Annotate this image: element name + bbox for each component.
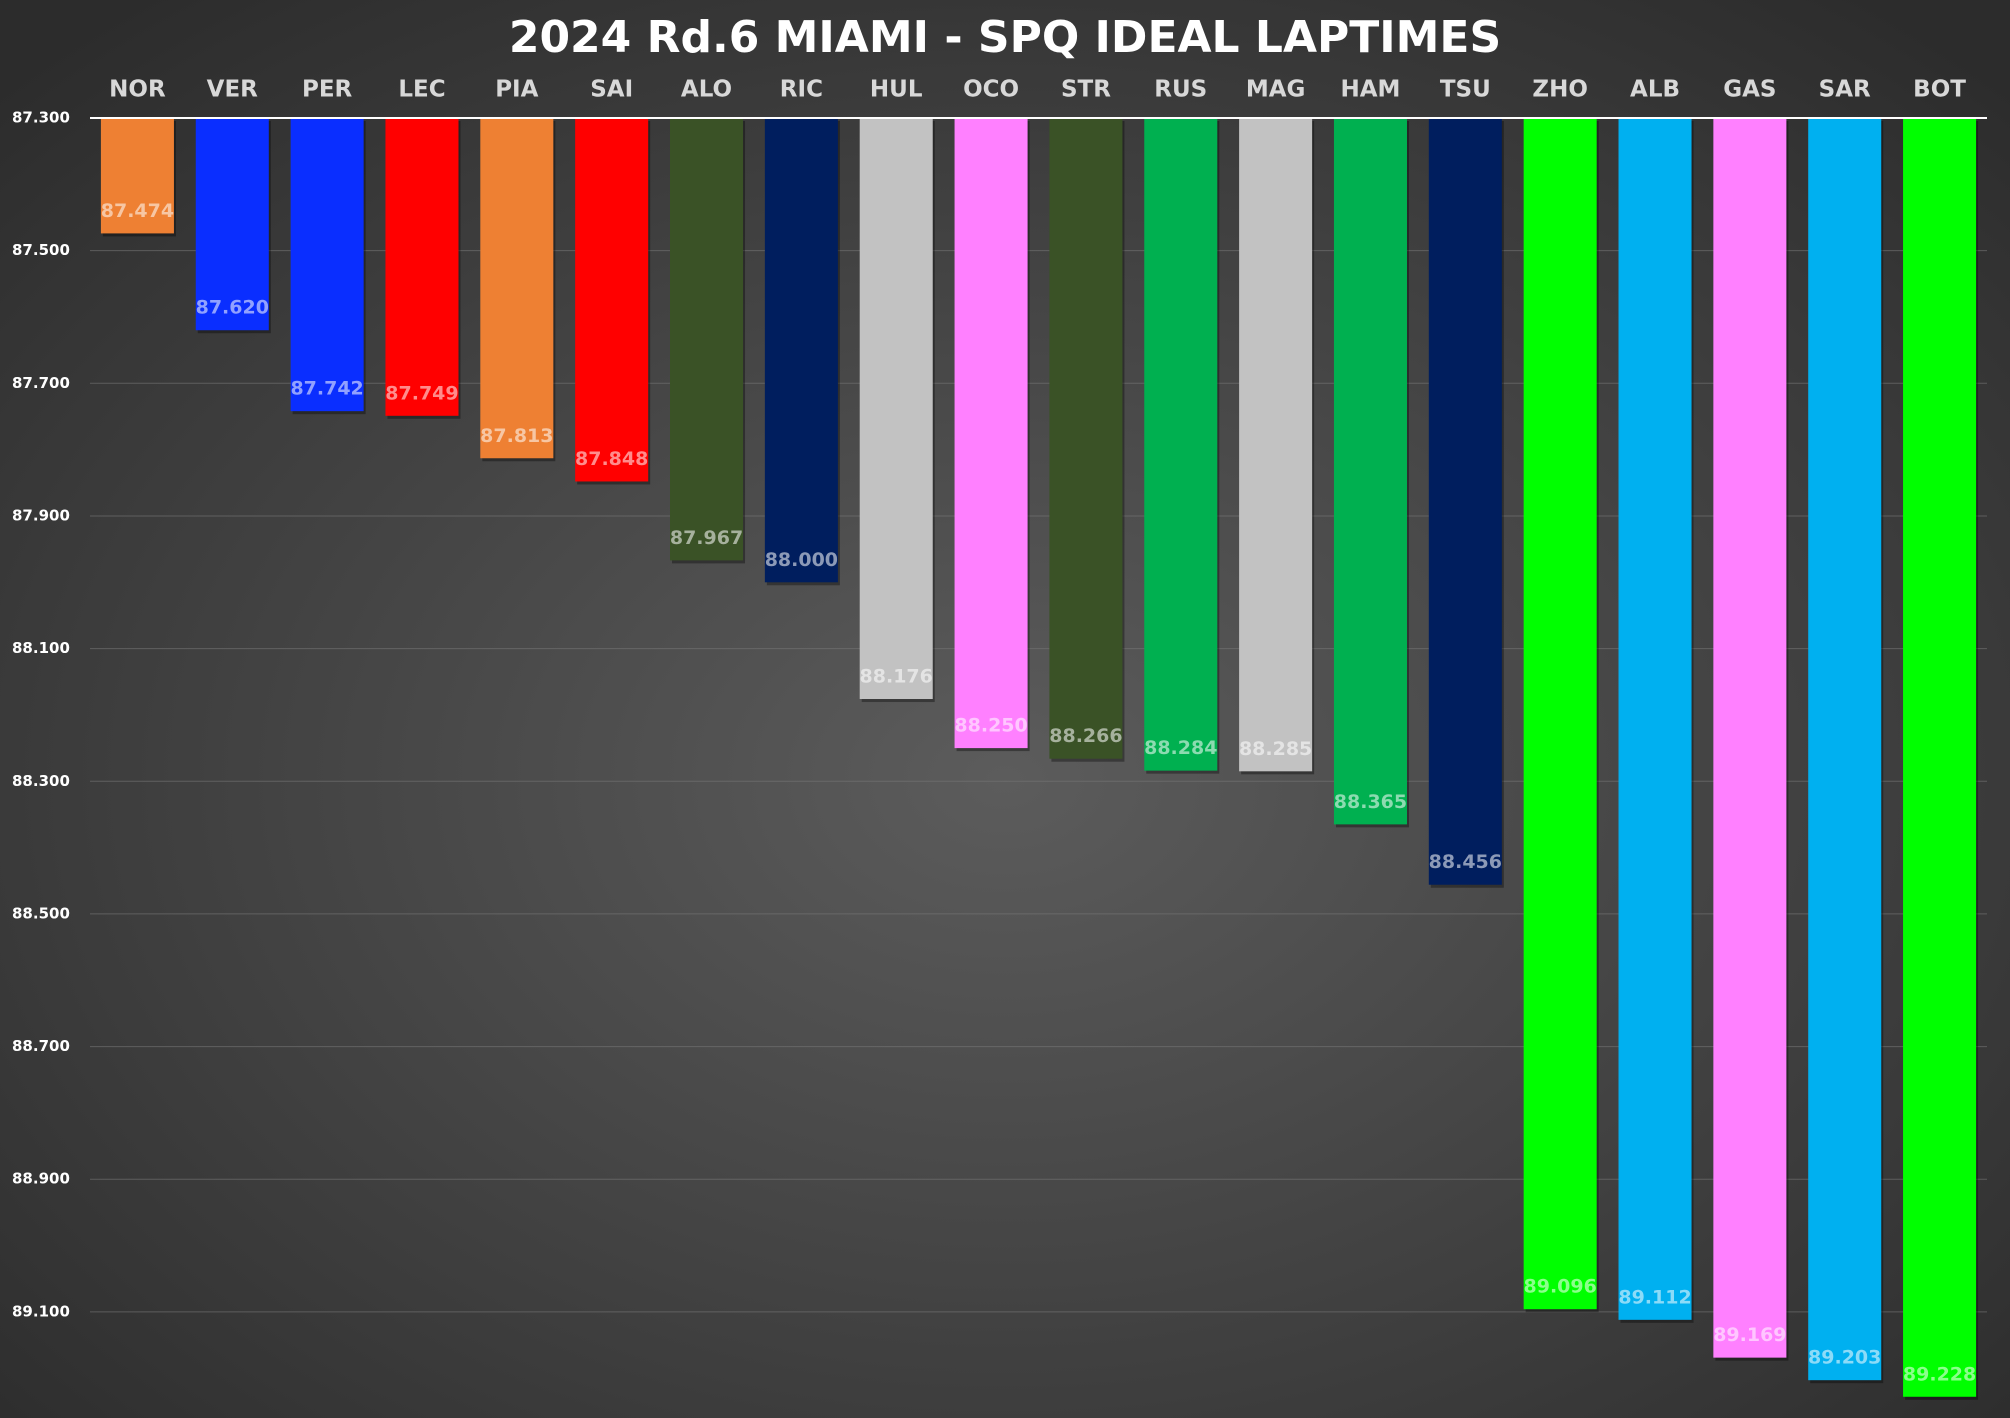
data-label: 87.620 (196, 297, 269, 319)
data-label: 88.176 (860, 666, 933, 688)
bar (195, 118, 269, 331)
data-label: 88.250 (954, 715, 1027, 737)
x-tick-label: HUL (870, 77, 923, 103)
bar (670, 118, 744, 561)
bar (1428, 118, 1502, 885)
x-tick-label: OCO (963, 77, 1019, 103)
x-tick-label: RIC (780, 77, 823, 103)
data-label: 89.096 (1524, 1276, 1597, 1298)
x-tick-label: BOT (1913, 77, 1966, 103)
y-tick-label: 87.900 (12, 506, 70, 524)
bar (385, 118, 459, 416)
chart-title: 2024 Rd.6 MIAMI - SPQ IDEAL LAPTIMES (509, 12, 1501, 63)
data-label: 87.967 (670, 527, 743, 549)
data-label: 88.284 (1144, 737, 1217, 759)
bar (480, 118, 554, 459)
bar (859, 118, 933, 700)
y-tick-label: 89.100 (12, 1302, 70, 1320)
bar (575, 118, 649, 482)
y-tick-label: 88.700 (12, 1037, 70, 1055)
y-tick-label: 87.700 (12, 374, 70, 392)
x-tick-label: GAS (1723, 77, 1776, 103)
data-label: 89.112 (1618, 1286, 1691, 1308)
bar (1333, 118, 1407, 825)
data-label: 88.285 (1239, 738, 1312, 760)
bar (290, 118, 364, 412)
y-tick-label: 88.900 (12, 1170, 70, 1188)
x-tick-label: MAG (1246, 77, 1306, 103)
bar (1239, 118, 1313, 772)
bar (954, 118, 1028, 749)
data-label: 89.203 (1808, 1347, 1881, 1369)
x-tick-label: PIA (495, 77, 538, 103)
data-label: 88.266 (1049, 725, 1122, 747)
data-label: 87.749 (385, 382, 458, 404)
bar (100, 118, 174, 234)
x-tick-label: HAM (1341, 77, 1401, 103)
data-label: 87.474 (101, 200, 174, 222)
x-tick-label: SAR (1819, 77, 1871, 103)
bar (764, 118, 838, 583)
bar (1713, 118, 1787, 1358)
x-tick-label: SAI (590, 77, 633, 103)
bar (1903, 118, 1977, 1397)
data-label: 88.456 (1429, 851, 1502, 873)
x-tick-label: STR (1061, 77, 1111, 103)
data-label: 89.228 (1903, 1363, 1976, 1385)
data-label: 87.813 (480, 425, 553, 447)
bar (1049, 118, 1123, 759)
x-tick-label: TSU (1440, 77, 1491, 103)
y-tick-label: 88.100 (12, 639, 70, 657)
x-tick-label: ALO (681, 77, 732, 103)
bar (1523, 118, 1597, 1310)
bar (1618, 118, 1692, 1320)
y-tick-label: 88.300 (12, 772, 70, 790)
y-tick-label: 87.500 (12, 241, 70, 259)
data-label: 87.742 (290, 378, 363, 400)
data-label: 89.169 (1713, 1324, 1786, 1346)
y-tick-label: 88.500 (12, 904, 70, 922)
x-tick-label: ALB (1630, 77, 1680, 103)
bar (1808, 118, 1882, 1381)
x-tick-label: LEC (398, 77, 445, 103)
x-tick-label: NOR (109, 77, 166, 103)
x-tick-label: ZHO (1532, 77, 1587, 103)
x-tick-label: VER (207, 77, 259, 103)
bar (1144, 118, 1218, 771)
x-tick-label: RUS (1154, 77, 1207, 103)
data-label: 87.848 (575, 448, 648, 470)
data-label: 88.365 (1334, 791, 1407, 813)
x-tick-label: PER (302, 77, 353, 103)
y-tick-label: 87.300 (12, 109, 70, 127)
data-label: 88.000 (765, 549, 838, 571)
